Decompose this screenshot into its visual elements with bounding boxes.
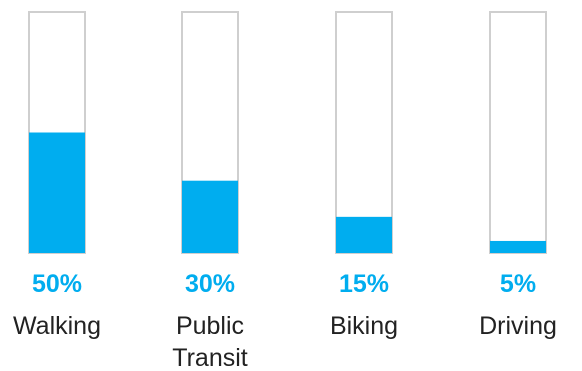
- value-label-1: 30%: [185, 270, 235, 298]
- bar-fill-1: [182, 180, 238, 253]
- bar-fill-3: [490, 240, 546, 253]
- labels-group: 50% Walking 30% Public Transit 15% Biking 5% Dri…: [13, 270, 557, 371]
- bar-fill-0: [29, 132, 85, 253]
- category-label-1-line-0: Public: [176, 312, 244, 340]
- bar-track-3: [489, 11, 547, 254]
- value-label-2: 15%: [339, 270, 389, 298]
- value-label-0: 50%: [32, 270, 82, 298]
- bar-fill-2: [336, 216, 392, 253]
- category-label-3: Driving: [479, 312, 557, 340]
- category-label-2: Biking: [330, 312, 398, 340]
- category-label-1-line-1: Transit: [172, 344, 248, 371]
- category-label-0: Walking: [13, 312, 101, 340]
- bars-group: [28, 11, 547, 254]
- value-label-3: 5%: [500, 270, 536, 298]
